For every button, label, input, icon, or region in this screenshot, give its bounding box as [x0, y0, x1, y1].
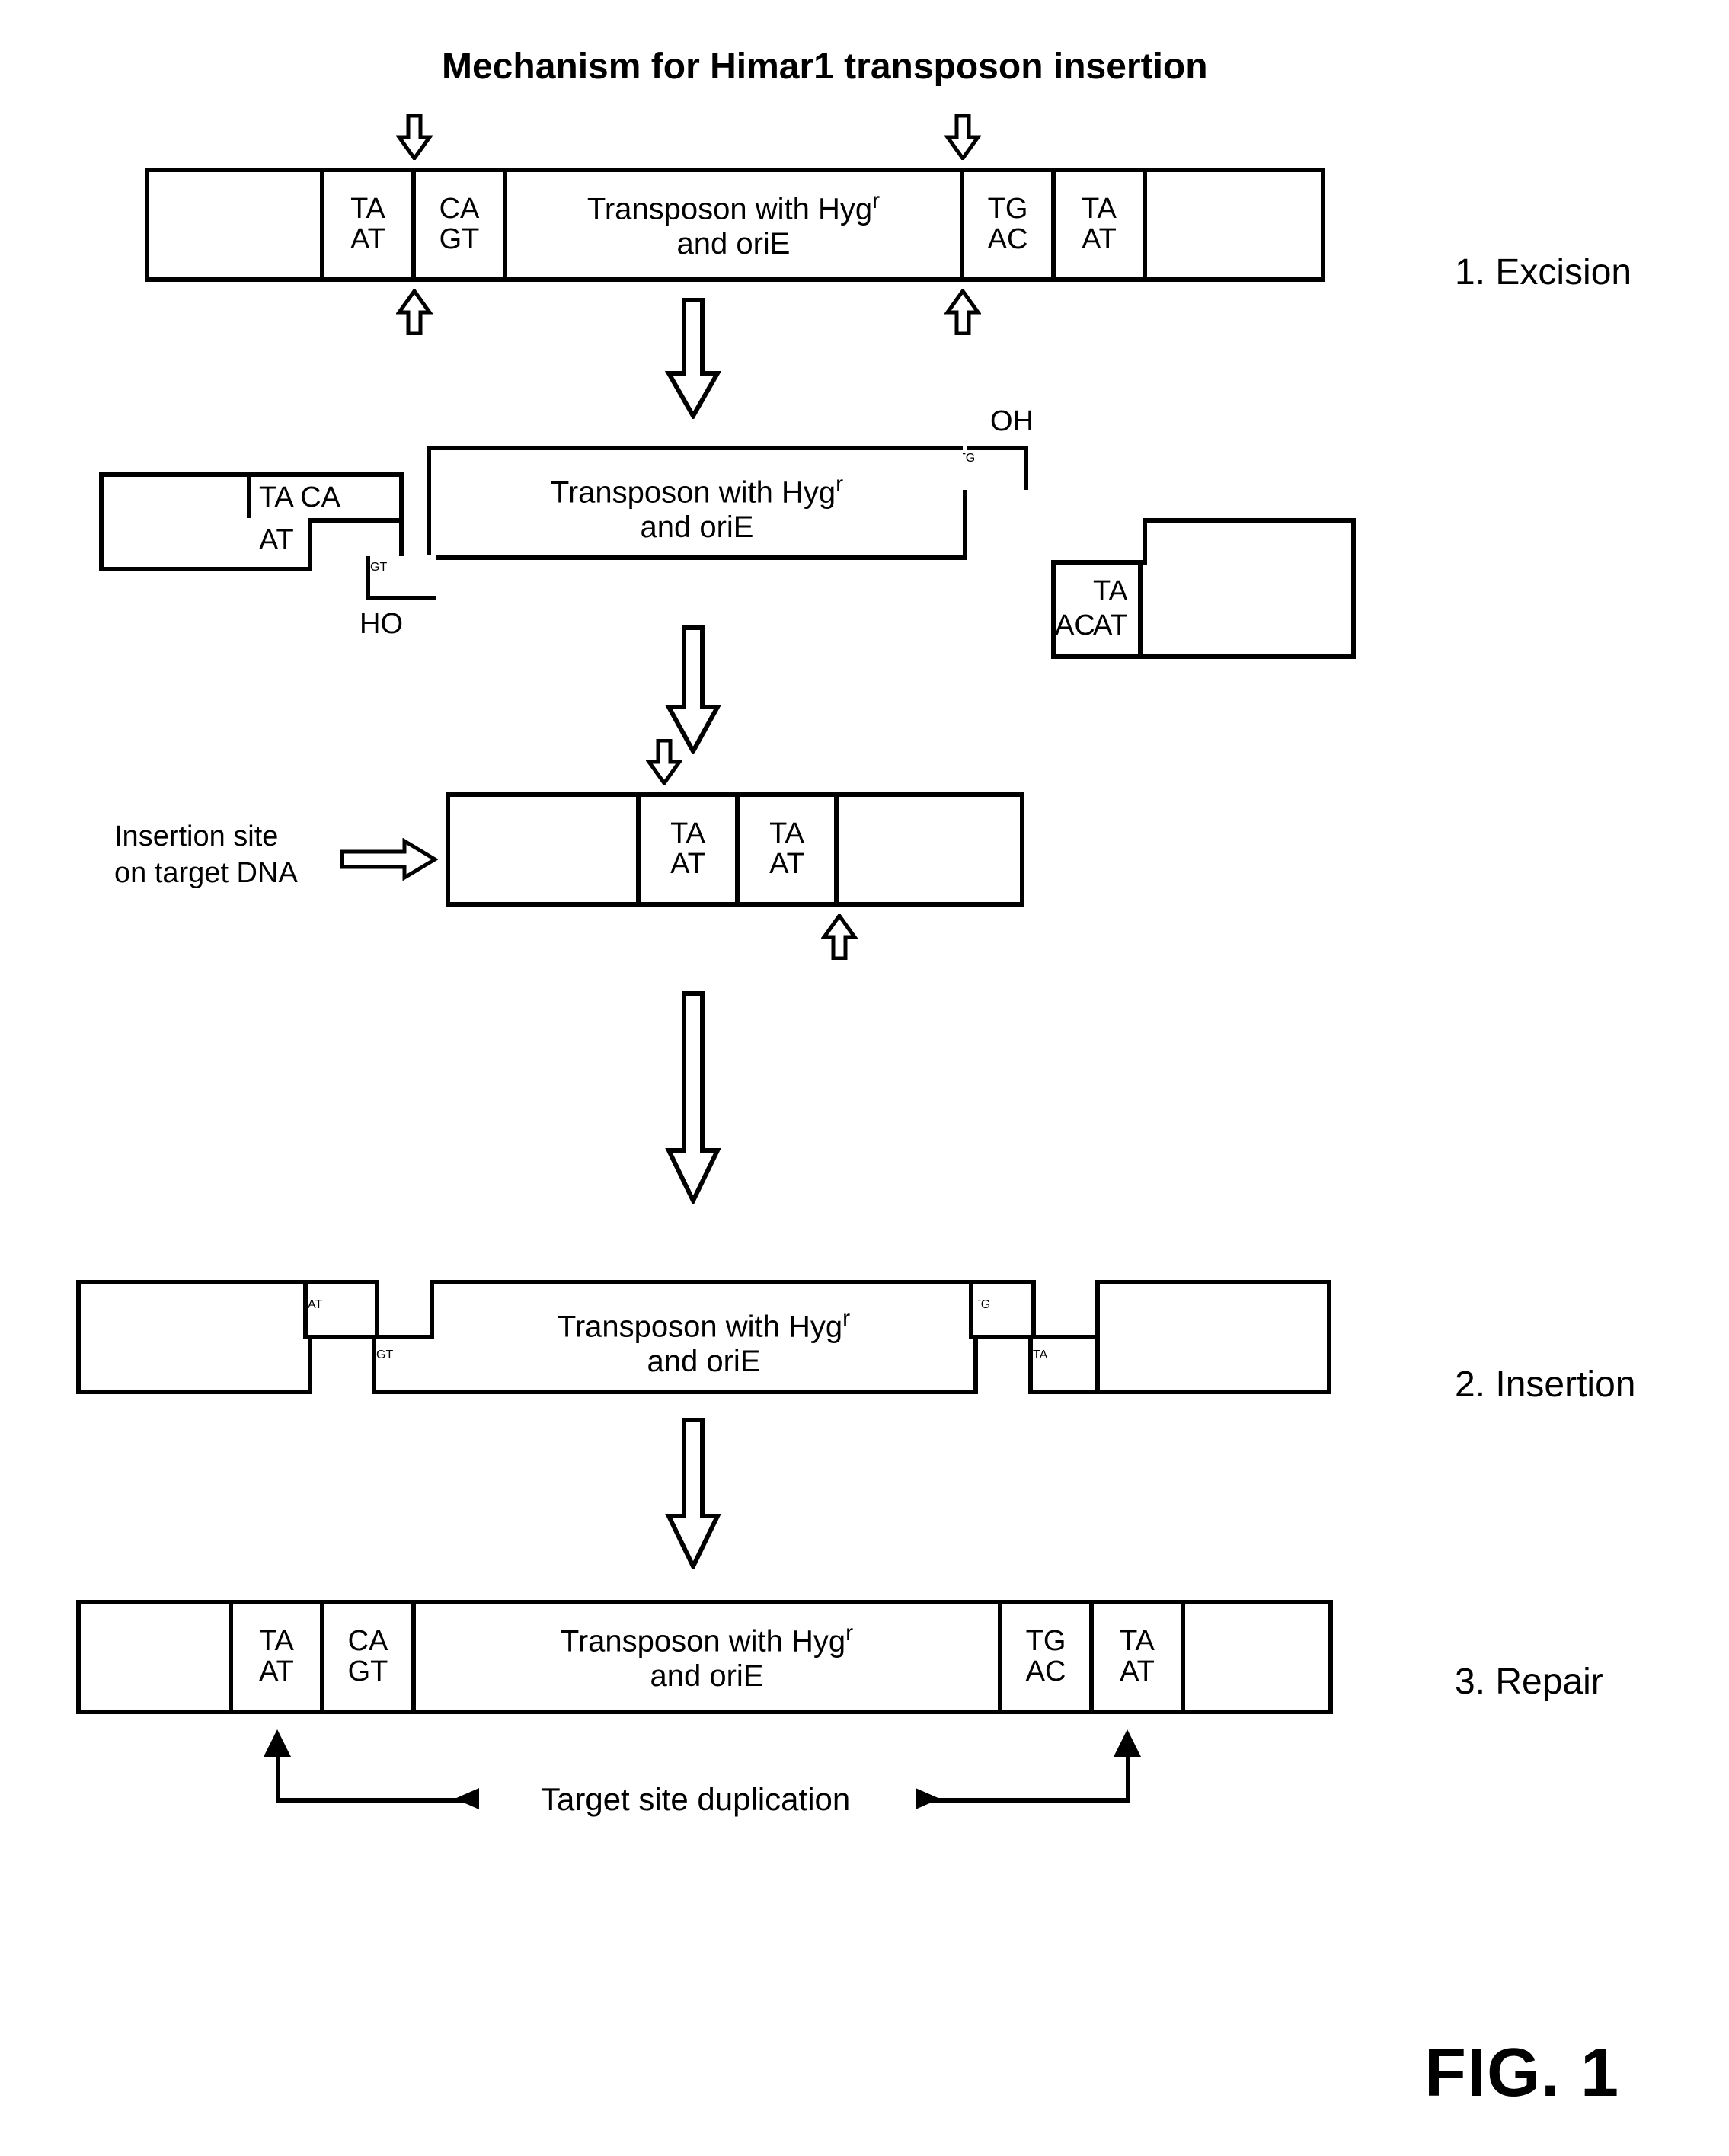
- bp: AT: [350, 225, 385, 255]
- bp: CA: [439, 194, 480, 225]
- donor-bar: TA AT CA GT Transposon with Hygrand oriE…: [145, 168, 1325, 282]
- ho-label: HO: [360, 608, 403, 641]
- flow-arrow-icon: [663, 297, 724, 419]
- target-dup-label: Target site duplication: [541, 1781, 850, 1818]
- figure-label: FIG. 1: [1424, 2034, 1619, 2113]
- bp: TA: [350, 194, 385, 225]
- step-1-label: 1. Excision: [1455, 251, 1632, 293]
- bp: TA CA: [259, 481, 340, 514]
- dup-right-arrow-icon: [914, 1785, 941, 1812]
- ins-gt-box: GT: [372, 1335, 439, 1394]
- bp: GT: [348, 1657, 388, 1687]
- ins-left-flank: [76, 1280, 312, 1394]
- ins-transposon: Transposon with Hygrand oriE: [430, 1280, 978, 1394]
- cut-arrow-icon: [396, 289, 433, 335]
- gt-overhang: GT: [366, 556, 436, 600]
- step-3-label: 3. Repair: [1455, 1661, 1603, 1703]
- cut-arrow-icon: [821, 914, 858, 960]
- pointer-arrow-icon: [339, 838, 438, 881]
- transposon-label: Transposon with Hygrand oriE: [434, 1306, 973, 1379]
- step-2-label: 2. Insertion: [1455, 1364, 1635, 1406]
- bp: TA: [1093, 575, 1128, 608]
- bp: CA: [348, 1627, 388, 1657]
- bp: TA: [1033, 1348, 1100, 1362]
- diagram-page: Mechanism for Himar1 transposon insertio…: [30, 30, 1699, 2126]
- bp: AT: [769, 849, 804, 880]
- flow-arrow-icon: [663, 990, 724, 1204]
- bp: TG: [958, 452, 1024, 465]
- dup-arrow-icon: [264, 1729, 291, 1757]
- bp: AT: [259, 524, 294, 557]
- bp: TA: [670, 819, 705, 849]
- transposon-label: Transposon with Hygrand oriE: [561, 1620, 853, 1694]
- flow-arrow-icon: [663, 625, 724, 754]
- bp: AT: [670, 849, 705, 880]
- right-fragment-top: [1143, 518, 1356, 571]
- repaired-bar: TA AT CA GT Transposon with Hygrand oriE…: [76, 1600, 1333, 1714]
- dup-arrow-icon: [1114, 1729, 1141, 1757]
- oh-label: OH: [990, 405, 1034, 438]
- diagram-title: Mechanism for Himar1 transposon insertio…: [442, 46, 1208, 88]
- excised-transposon: Transposon with Hygrand oriE: [427, 446, 967, 560]
- transposon-label: Transposon with Hygrand oriE: [587, 188, 880, 261]
- bp: GT: [439, 225, 480, 255]
- ins-at-box: AT: [303, 1280, 379, 1339]
- dup-left-arrow-icon: [453, 1785, 481, 1812]
- flow-arrow-icon: [663, 1417, 724, 1569]
- bp: TA: [259, 1627, 294, 1657]
- bp: AT: [259, 1657, 294, 1687]
- bp: GT: [376, 1348, 434, 1362]
- bp: TA: [1120, 1627, 1155, 1657]
- bp: AC: [1026, 1657, 1066, 1687]
- insertion-site-label: Insertion siteon target DNA: [114, 819, 298, 891]
- cut-arrow-icon: [944, 114, 981, 160]
- bp: TA: [1082, 194, 1117, 225]
- bp: AT: [1093, 609, 1128, 642]
- bp: AT: [1120, 1657, 1155, 1687]
- tg-overhang: TG: [958, 446, 1028, 490]
- cut-arrow-icon: [944, 289, 981, 335]
- ins-right-flank: [1095, 1280, 1331, 1394]
- bp: AC: [988, 225, 1028, 255]
- bp: TG: [1026, 1627, 1066, 1657]
- ins-ta-box: TA: [1028, 1335, 1104, 1394]
- bp: GT: [370, 561, 436, 574]
- bp: AT: [308, 1298, 375, 1312]
- bp: AT: [1082, 225, 1117, 255]
- ins-tg-box: TG: [969, 1280, 1036, 1339]
- bp: TG: [988, 194, 1028, 225]
- cut-arrow-icon: [396, 114, 433, 160]
- target-dna-bar: TA AT TA AT: [446, 792, 1024, 907]
- bp: TA: [769, 819, 804, 849]
- bp: TG: [973, 1298, 1031, 1312]
- transposon-label: Transposon with Hygrand oriE: [431, 472, 963, 545]
- cut-arrow-icon: [646, 739, 682, 785]
- bp: AC: [1055, 609, 1095, 642]
